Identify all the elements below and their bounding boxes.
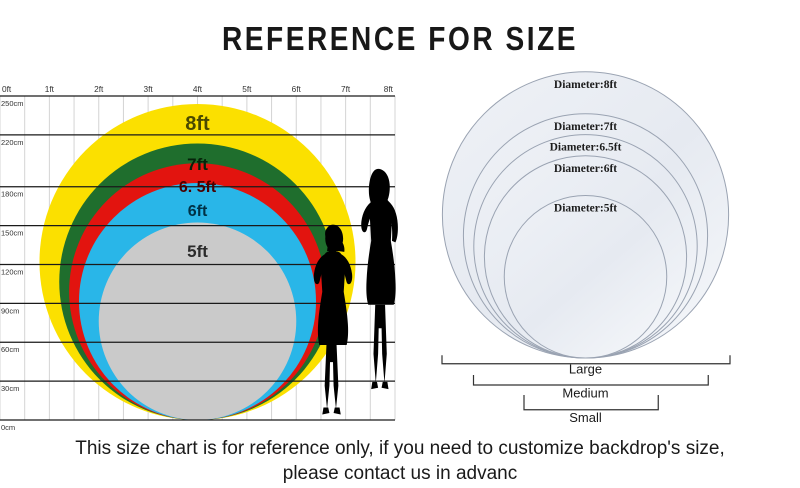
svg-text:250cm: 250cm	[1, 99, 24, 108]
svg-text:Diameter:5ft: Diameter:5ft	[554, 203, 617, 215]
svg-text:2ft: 2ft	[94, 84, 104, 94]
svg-text:7ft: 7ft	[341, 84, 351, 94]
svg-text:Medium: Medium	[562, 385, 608, 400]
svg-text:Diameter:8ft: Diameter:8ft	[554, 79, 617, 91]
svg-text:8ft: 8ft	[185, 113, 210, 135]
svg-text:150cm: 150cm	[1, 229, 24, 238]
svg-text:5ft: 5ft	[242, 84, 252, 94]
svg-text:4ft: 4ft	[193, 84, 203, 94]
svg-text:Large: Large	[569, 361, 602, 376]
svg-text:7ft: 7ft	[187, 155, 208, 174]
svg-text:5ft: 5ft	[187, 242, 208, 261]
svg-text:1ft: 1ft	[45, 84, 55, 94]
svg-text:0cm: 0cm	[1, 423, 15, 432]
svg-text:30cm: 30cm	[1, 384, 19, 393]
svg-text:3ft: 3ft	[144, 84, 154, 94]
svg-text:180cm: 180cm	[1, 190, 24, 199]
svg-text:Diameter:7ft: Diameter:7ft	[554, 121, 617, 133]
svg-text:120cm: 120cm	[1, 267, 24, 276]
svg-text:220cm: 220cm	[1, 138, 24, 147]
svg-text:Diameter:6ft: Diameter:6ft	[554, 163, 617, 175]
svg-text:6ft: 6ft	[292, 84, 302, 94]
svg-text:6ft: 6ft	[188, 203, 208, 220]
svg-text:6. 5ft: 6. 5ft	[179, 179, 217, 196]
svg-text:90cm: 90cm	[1, 306, 19, 315]
svg-text:60cm: 60cm	[1, 345, 19, 354]
svg-text:0ft: 0ft	[2, 84, 12, 94]
svg-text:Small: Small	[569, 410, 602, 425]
svg-text:Diameter:6.5ft: Diameter:6.5ft	[550, 142, 622, 154]
svg-text:8ft: 8ft	[384, 84, 394, 94]
